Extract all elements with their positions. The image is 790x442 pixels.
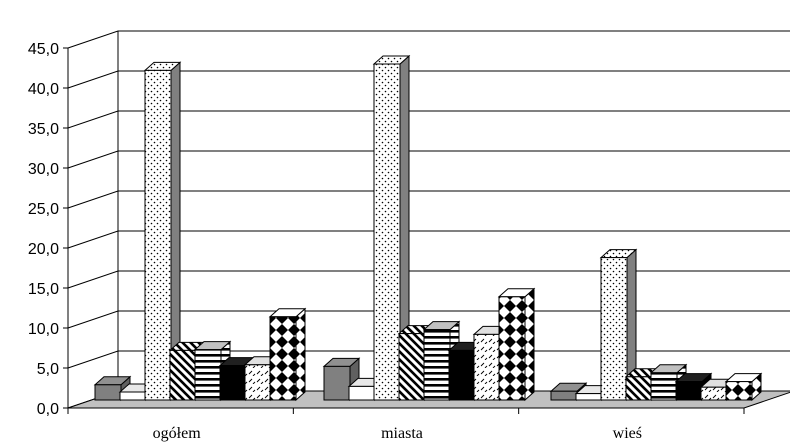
bar [268,307,307,402]
chart-walls [63,30,790,409]
y-tick-label: 40,0 [28,81,59,98]
category-label: wieś [613,425,642,442]
bar-front [398,333,426,401]
bar-front [423,329,451,401]
bar-front [473,333,501,401]
bar-front [575,393,603,401]
bar-front [219,365,247,401]
bar-front [244,364,272,401]
bar-front [600,257,628,401]
y-tick-label: 5,0 [37,361,59,378]
category-label: ogółem [153,425,202,442]
y-tick-label: 30,0 [28,161,59,178]
bar-front [169,349,197,401]
bar-front [625,376,653,401]
gridline [67,30,790,49]
y-tick-label: 20,0 [28,241,59,258]
bar-front [498,296,526,401]
y-tick-label: 25,0 [28,201,59,218]
bar-front [550,390,578,401]
bar-front [348,385,376,401]
bar [599,248,638,402]
chart-labels: 0,0 5,0 10,0 15,0 20,0 25,0 30,0 35,0 40,0 45,0 og… [28,41,642,442]
bar-front [194,349,222,401]
bar-front [675,381,703,401]
bar-front [650,372,678,401]
y-tick-label: 15,0 [28,281,59,298]
bar [724,372,763,402]
bar-side [295,307,306,402]
y-tick-label: 10,0 [28,321,59,338]
bar-front [323,365,351,401]
bar-front [269,316,297,401]
y-tick-label: 45,0 [28,41,59,58]
bar [372,54,411,402]
chart-bars [93,54,763,402]
bar-front [119,391,147,401]
category-label: miasta [381,425,423,442]
bar-front [725,381,753,401]
y-tick-label: 0,0 [37,401,59,418]
bar-front [373,63,401,401]
bar-front [700,386,728,401]
bar [497,287,536,402]
y-tick-label: 35,0 [28,121,59,138]
bar [143,61,182,402]
bar-front [94,384,122,401]
bar-front [144,69,172,401]
bar-front [448,349,476,401]
bar-side [524,287,535,402]
bar [422,320,461,402]
